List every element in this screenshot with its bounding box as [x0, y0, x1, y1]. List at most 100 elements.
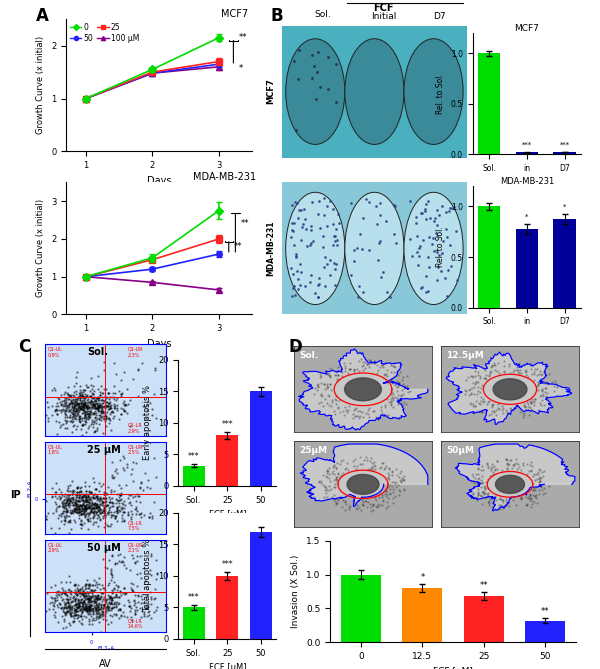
Point — [100, 601, 109, 612]
Point — [89, 595, 99, 606]
Point — [369, 357, 379, 368]
Point — [532, 381, 542, 391]
Point — [61, 418, 71, 429]
Point — [94, 502, 104, 513]
Point — [473, 382, 483, 393]
Point — [101, 506, 110, 516]
Point — [137, 357, 147, 368]
Point — [94, 512, 104, 522]
Point — [80, 416, 90, 427]
Point — [82, 407, 92, 418]
Text: *: * — [420, 573, 424, 582]
Point — [381, 502, 391, 513]
Point — [109, 411, 118, 421]
Point — [82, 605, 91, 615]
Point — [388, 389, 398, 399]
Point — [100, 412, 110, 423]
Point — [74, 506, 84, 517]
Point — [93, 590, 103, 601]
Point — [381, 486, 391, 496]
Point — [64, 497, 73, 508]
Point — [319, 480, 328, 490]
Point — [82, 402, 92, 413]
Point — [85, 503, 94, 514]
Point — [113, 549, 123, 560]
Point — [94, 604, 103, 615]
Point — [323, 382, 333, 393]
Point — [64, 528, 73, 539]
Point — [101, 615, 110, 626]
Point — [75, 489, 85, 500]
Point — [82, 501, 91, 512]
Point — [479, 486, 489, 497]
Point — [84, 587, 94, 597]
Point — [461, 385, 470, 395]
Point — [518, 407, 528, 418]
Point — [114, 497, 124, 508]
Point — [530, 393, 540, 404]
Point — [482, 370, 491, 381]
Point — [106, 407, 115, 417]
Point — [60, 408, 70, 419]
Text: Q1-LR
7.5%: Q1-LR 7.5% — [127, 520, 142, 531]
Point — [365, 456, 375, 467]
Point — [112, 504, 122, 515]
Point — [361, 496, 370, 506]
Point — [368, 405, 378, 416]
Point — [484, 498, 494, 508]
Point — [148, 404, 157, 415]
Point — [498, 494, 508, 505]
Point — [519, 410, 529, 421]
Point — [54, 500, 64, 511]
Point — [94, 413, 104, 424]
Point — [131, 501, 140, 512]
Point — [107, 550, 117, 561]
Point — [536, 473, 545, 484]
Y-axis label: Rel. to Sol.: Rel. to Sol. — [436, 74, 445, 114]
Point — [95, 389, 105, 400]
Point — [470, 472, 480, 483]
Point — [95, 401, 104, 412]
Point — [142, 601, 151, 612]
Point — [61, 387, 70, 397]
Point — [521, 365, 530, 376]
Point — [538, 488, 547, 499]
Point — [75, 605, 85, 615]
Point — [76, 610, 85, 621]
Point — [479, 395, 488, 406]
Point — [84, 613, 94, 624]
Point — [472, 376, 481, 387]
Point — [100, 512, 110, 522]
Point — [80, 599, 89, 610]
Point — [71, 371, 80, 382]
Point — [53, 513, 63, 524]
Point — [482, 458, 492, 468]
Point — [64, 571, 74, 581]
Point — [76, 397, 86, 407]
Point — [131, 504, 141, 514]
Point — [64, 490, 74, 500]
Point — [486, 366, 496, 377]
Point — [77, 400, 86, 411]
Point — [107, 510, 116, 520]
Point — [80, 391, 89, 402]
Point — [67, 601, 77, 611]
Point — [119, 399, 128, 410]
Point — [349, 461, 359, 472]
Point — [95, 499, 104, 510]
Point — [530, 491, 539, 502]
Text: ***: *** — [188, 593, 199, 602]
Point — [105, 592, 115, 603]
Point — [46, 592, 56, 603]
Point — [527, 466, 536, 476]
Point — [396, 391, 406, 401]
Point — [67, 485, 77, 496]
Point — [79, 401, 88, 411]
Point — [469, 399, 478, 409]
Point — [475, 387, 484, 397]
Point — [356, 353, 366, 364]
Point — [91, 608, 101, 619]
Point — [100, 596, 110, 607]
Point — [91, 590, 100, 601]
Point — [46, 522, 56, 533]
